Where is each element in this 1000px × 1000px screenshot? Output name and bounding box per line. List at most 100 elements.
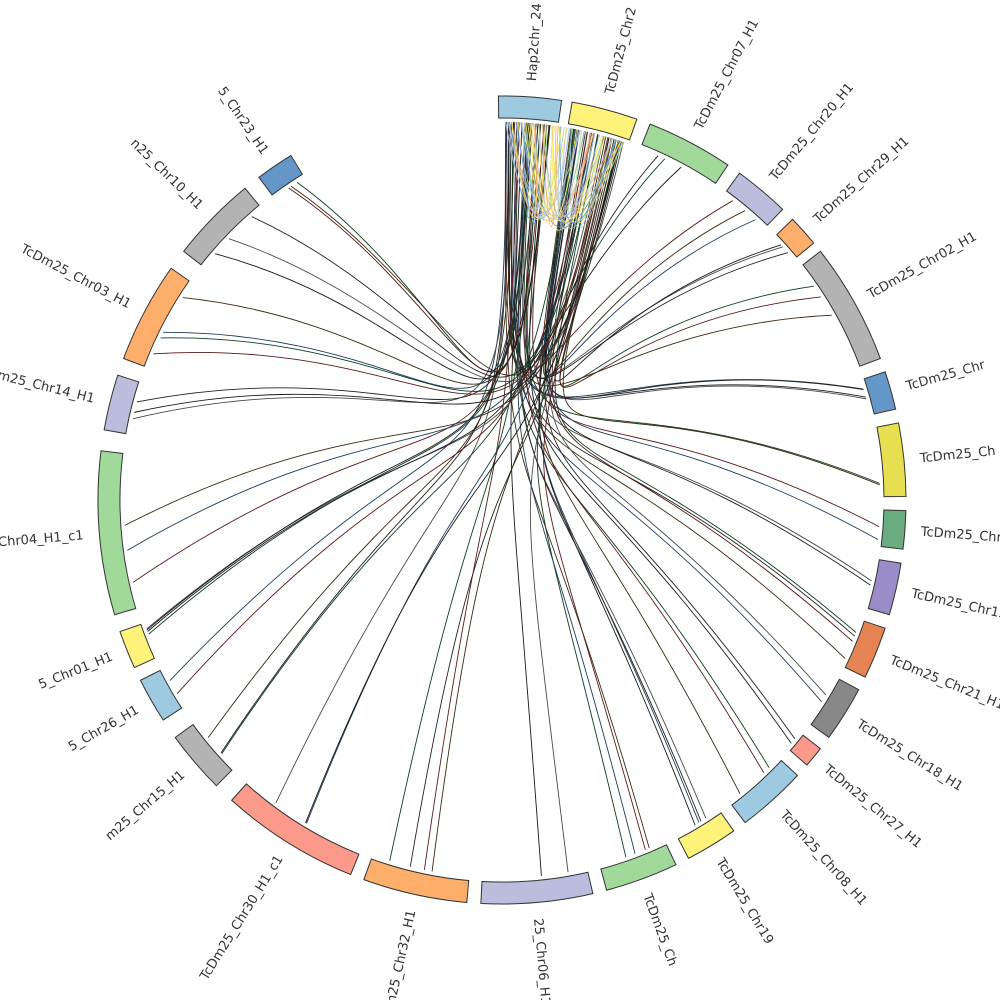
links-layer <box>124 121 880 876</box>
chromosome-label: TcDm25_Chr08_H1 <box>776 807 870 909</box>
synteny-link <box>146 122 528 631</box>
chromosome-segment <box>677 812 735 860</box>
synteny-link <box>538 128 741 794</box>
chromosome-label: TcDm25_Chr20_H1 <box>766 80 857 184</box>
chromosome-segment <box>776 218 815 258</box>
chromosome-segment <box>119 623 156 669</box>
synteny-link <box>554 137 782 382</box>
chromosome-label: TcDm25_Chr14_H1 <box>0 362 96 406</box>
chromosome-segment <box>497 95 563 123</box>
chromosome-segment <box>139 669 183 721</box>
synteny-link <box>543 138 646 850</box>
hub-ribbon <box>538 123 592 217</box>
hub-ribbon <box>504 121 530 219</box>
synteny-link <box>215 124 550 380</box>
hub-ribbon <box>521 122 541 221</box>
hub-ribbon <box>557 126 596 229</box>
synteny-link <box>551 132 853 642</box>
chromosome-segment <box>363 858 470 904</box>
chromosome-label: TcDm25_Chr18_H1 <box>853 717 966 795</box>
hub-ribbon <box>580 135 623 228</box>
chromosome-label: TcDm25_Chr27_H1 <box>820 762 925 852</box>
chromosome-segment <box>731 759 799 824</box>
chromosome-label: TcDm25_Chr21_H1 <box>887 653 1000 714</box>
hub-ribbon <box>558 127 580 217</box>
chromosome-segment <box>810 678 860 739</box>
hub-ribbon <box>576 135 620 221</box>
synteny-link <box>220 122 510 754</box>
chromosome-label: 5_Chr01_H1 <box>37 650 115 693</box>
chromosome-label: Hap2chr_24 <box>525 3 545 82</box>
chromosome-label: 25_Chr06_H1 <box>530 918 553 1000</box>
chromosome-segment <box>480 871 594 905</box>
hub-ribbon <box>574 130 613 224</box>
chromosome-segment <box>97 450 137 616</box>
synteny-link <box>504 122 650 849</box>
synteny-link <box>529 138 612 873</box>
chromosome-label: 5_Chr23_H1 <box>214 84 271 157</box>
chromosome-segment <box>567 101 638 141</box>
synteny-link <box>522 122 872 582</box>
synteny-link <box>544 129 796 740</box>
synteny-link <box>547 129 879 540</box>
chromosome-segment <box>863 371 897 415</box>
chromosome-segment <box>258 154 304 196</box>
chromosome-label: TcDm25_Chr02_H1 <box>864 229 979 302</box>
synteny-link <box>431 136 607 872</box>
hub-ribbon <box>505 121 581 215</box>
synteny-link <box>160 134 599 392</box>
chromosome-segment <box>789 734 822 766</box>
synteny-link <box>544 128 864 399</box>
chromosome-label: TcDm25_Chr <box>919 525 1000 546</box>
chromosome-segment <box>122 267 190 367</box>
synteny-link <box>207 122 515 738</box>
synteny-link <box>559 140 814 387</box>
chromosome-segment <box>876 422 907 498</box>
chromosome-label: TcDm25_Chr29_H1 <box>810 134 912 227</box>
hub-ribbon <box>522 122 554 224</box>
chromosome-label: TcDm25_Chr <box>904 358 988 395</box>
chromosome-segment <box>802 250 882 367</box>
chromosome-label: TcDm25_Chr07_H1 <box>691 17 762 133</box>
synteny-link <box>290 137 610 376</box>
chromosome-segment <box>174 723 233 787</box>
chromosome-label: TcDm25_Chr30_H1_c1 <box>197 853 287 984</box>
synteny-link <box>221 128 576 754</box>
chromosome-segment <box>182 187 260 266</box>
hub-ribbon <box>542 124 559 228</box>
synteny-link <box>182 125 551 385</box>
synteny-link <box>288 124 545 373</box>
chromosome-segment <box>725 172 784 226</box>
synteny-link <box>513 122 822 703</box>
chromosome-segment <box>230 783 360 876</box>
hub-ribbon <box>559 126 617 224</box>
chromosome-label: TcDm25_Chr03_H1 <box>17 241 133 312</box>
chromosome-segment <box>641 123 729 185</box>
synteny-link <box>544 128 867 401</box>
synteny-link <box>549 131 827 696</box>
chromosome-label: TcDm25_Chr19 <box>712 855 776 947</box>
chromosome-label: TcDm25_Ch <box>639 891 680 968</box>
labels-layer: Hap2chr_24 TcDm25_Chr2 TcDm25_Chr07_H1 TcDm… <box>0 3 1000 1000</box>
synteny-link <box>132 122 512 420</box>
synteny-link <box>148 123 533 635</box>
synteny-link <box>163 122 529 389</box>
hub-ribbon <box>534 123 545 221</box>
synteny-link <box>532 124 880 527</box>
chromosome-segment <box>844 620 886 678</box>
hub-ribbon <box>575 132 622 224</box>
hub-ribbon <box>552 125 606 224</box>
chromosome-segment <box>600 844 677 891</box>
synteny-link <box>305 140 620 824</box>
synteny-link <box>275 122 510 804</box>
hub-ribbon <box>545 124 574 216</box>
chromosome-label: TcDm25_Ch <box>918 444 996 467</box>
synteny-link <box>169 122 508 681</box>
synteny-link <box>147 132 593 632</box>
hub-ribbon <box>524 122 617 228</box>
synteny-link <box>176 131 589 694</box>
segments-layer <box>97 95 907 905</box>
synteny-link <box>389 123 542 862</box>
chromosome-label: n25_Chr10_H1 <box>127 136 206 213</box>
